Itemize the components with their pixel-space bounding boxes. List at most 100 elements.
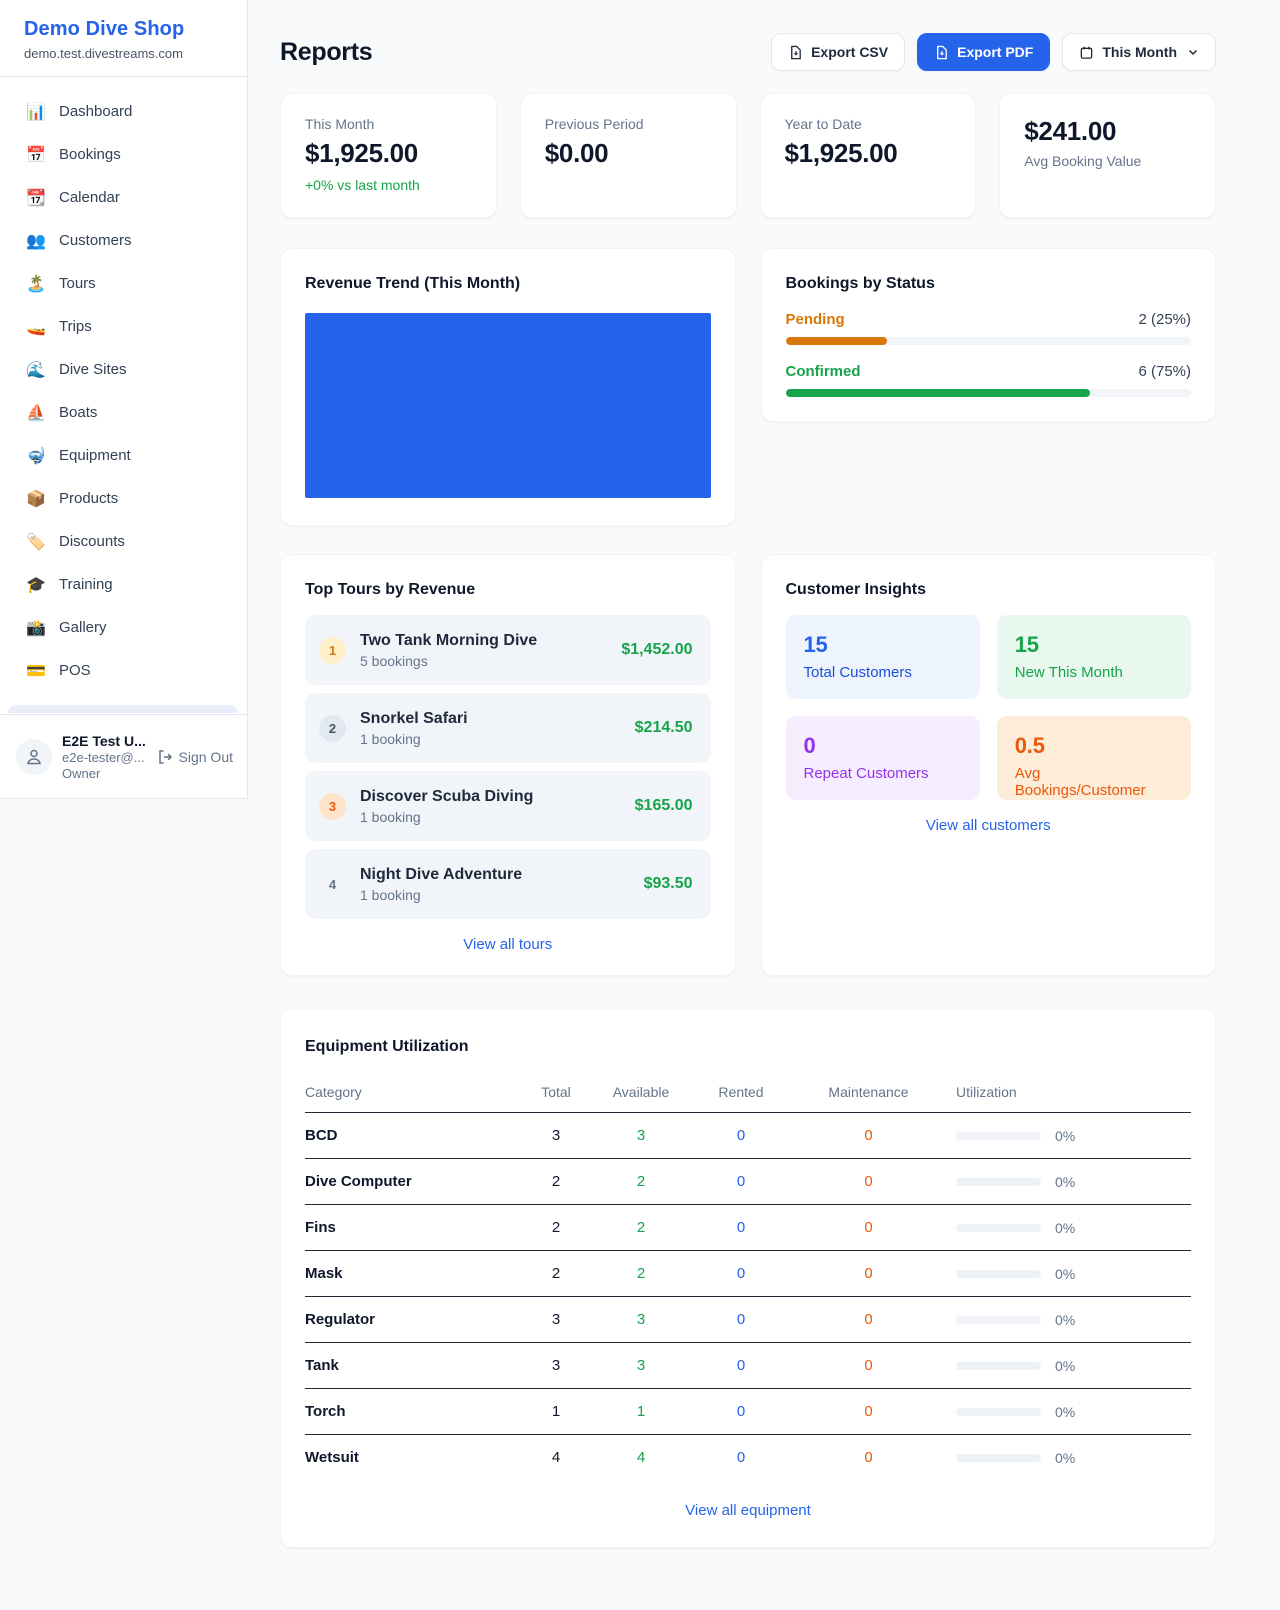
view-all-tours-link[interactable]: View all tours (463, 936, 553, 953)
bookings-by-status-card: Bookings by Status Pending 2 (25%) Confi… (760, 248, 1216, 422)
tile-value: 15 (1014, 632, 1039, 657)
sidebar-nav: 📊 Dashboard 📅 Bookings 📆 Calendar 👥 Customer… (0, 77, 247, 692)
stat-label: Year to Date (784, 116, 862, 132)
cell-maintenance: 0 (791, 1250, 946, 1297)
insights-row: Top Tours by Revenue 1 Two Tank Morning … (280, 554, 1216, 976)
sidebar-item-equipment[interactable]: 🤿 Equipment (0, 434, 247, 477)
cell-available: 1 (591, 1388, 691, 1435)
rank-badge: 4 (328, 876, 337, 892)
sidebar-item-gallery[interactable]: 📸 Gallery (0, 606, 247, 649)
cell-total: 3 (521, 1296, 591, 1343)
gallery-camera-icon: 📸 (26, 617, 46, 637)
utilization-cell: 0% (956, 1450, 1191, 1466)
utilization-bar-track (956, 1269, 1041, 1278)
calendar-icon (1081, 46, 1093, 59)
boats-sailboat-icon: ⛵ (26, 402, 46, 422)
utilization-cell: 0% (956, 1312, 1191, 1328)
sidebar-item-calendar[interactable]: 📆 Calendar (0, 176, 247, 219)
cell-available: 2 (591, 1158, 691, 1205)
sidebar-item-training[interactable]: 🎓 Training (0, 563, 247, 606)
sidebar-item-customers[interactable]: 👥 Customers (0, 219, 247, 262)
logout-icon (158, 749, 172, 764)
tour-revenue: $1,452.00 (621, 641, 693, 658)
utilization-cell: 0% (956, 1404, 1191, 1420)
customers-people-icon: 👥 (26, 230, 46, 250)
sidebar-item-bookings[interactable]: 📅 Bookings (0, 133, 247, 176)
sidebar-item-label: Products (59, 490, 119, 507)
export-pdf-button[interactable]: Export PDF (917, 33, 1051, 71)
cell-rented: 0 (691, 1388, 791, 1435)
tile-value: 15 (803, 632, 828, 657)
tour-list-item: 4 Night Dive Adventure 1 booking $93.50 (305, 849, 711, 919)
sidebar-item-boats[interactable]: ⛵ Boats (0, 391, 247, 434)
cell-available: 3 (591, 1342, 691, 1389)
training-grad-cap-icon: 🎓 (26, 574, 46, 594)
sidebar-item-label: Discounts (59, 533, 125, 550)
table-header-row: Category Total Available Rented Maintena… (305, 1076, 1191, 1113)
equipment-dive-mask-icon: 🤿 (26, 445, 46, 465)
tour-name: Snorkel Safari (360, 709, 468, 727)
utilization-cell: 0% (956, 1174, 1191, 1190)
utilization-cell: 0% (956, 1128, 1191, 1144)
utilization-cell: 0% (956, 1220, 1191, 1236)
sidebar-item-trips[interactable]: 🚤 Trips (0, 305, 247, 348)
sidebar-item-products[interactable]: 📦 Products (0, 477, 247, 520)
stat-value: $241.00 (1024, 116, 1117, 146)
tours-island-icon: 🏝️ (26, 273, 46, 293)
stat-value: $0.00 (544, 138, 609, 168)
discounts-tag-icon: 🏷️ (26, 531, 46, 551)
sidebar-item-dashboard[interactable]: 📊 Dashboard (0, 90, 247, 133)
revenue-trend-chart (305, 313, 711, 498)
cell-rented: 0 (691, 1204, 791, 1251)
sidebar-item-label: Customers (59, 232, 132, 249)
column-header-total: Total (521, 1076, 591, 1113)
tile-label: Avg Bookings/Customer (1014, 765, 1146, 799)
sidebar-item-pos[interactable]: 💳 POS (0, 649, 247, 692)
status-row-pending: Pending 2 (25%) (785, 311, 1191, 345)
sidebar-item-label: Boats (59, 404, 98, 421)
stat-value: $1,925.00 (784, 138, 898, 168)
period-selector-dropdown[interactable]: This Month (1062, 33, 1216, 71)
customer-insights-card: Customer Insights 15 Total Customers 15 … (760, 554, 1216, 976)
sidebar-item-tours[interactable]: 🏝️ Tours (0, 262, 247, 305)
avatar (16, 738, 52, 775)
view-all-customers-link[interactable]: View all customers (925, 817, 1051, 834)
tile-value: 0.5 (1014, 733, 1045, 758)
cell-available: 2 (591, 1250, 691, 1297)
stat-card-previous-period: Previous Period $0.00 (519, 93, 737, 218)
utilization-percent: 0% (1055, 1127, 1076, 1144)
utilization-percent: 0% (1055, 1449, 1076, 1466)
export-pdf-label: Export PDF (957, 44, 1034, 60)
cell-category: Regulator (305, 1296, 521, 1343)
sidebar-item-discounts[interactable]: 🏷️ Discounts (0, 520, 247, 563)
sidebar-item-label: Calendar (59, 189, 120, 206)
column-header-utilization: Utilization (946, 1076, 1191, 1113)
table-row: Regulator 3 3 0 0 0% (305, 1296, 1191, 1343)
table-row: Fins 2 2 0 0 0% (305, 1204, 1191, 1251)
insight-tile-avg-bookings: 0.5 Avg Bookings/Customer (996, 716, 1191, 800)
cell-total: 4 (551, 1449, 561, 1466)
cell-available: 4 (636, 1449, 646, 1466)
tour-list-item: 2 Snorkel Safari 1 booking $214.50 (305, 693, 711, 763)
tour-name: Two Tank Morning Dive (360, 631, 538, 649)
view-all-equipment-link[interactable]: View all equipment (685, 1502, 811, 1519)
tour-bookings: 5 bookings (360, 652, 428, 669)
top-tours-card: Top Tours by Revenue 1 Two Tank Morning … (280, 554, 736, 976)
insight-tiles: 15 Total Customers 15 New This Month 0 R… (785, 615, 1191, 800)
sidebar-header: Demo Dive Shop demo.test.divestreams.com (0, 0, 247, 77)
tour-bookings: 1 booking (360, 808, 421, 825)
file-download-icon (791, 45, 801, 59)
stat-card-this-month: This Month $1,925.00 +0% vs last month (280, 93, 497, 218)
sign-out-button[interactable]: Sign Out (157, 749, 233, 765)
status-bar-fill (785, 337, 887, 345)
cell-category: Torch (305, 1388, 521, 1435)
export-csv-label: Export CSV (811, 44, 889, 60)
sidebar-item-reports-active-partial[interactable] (8, 705, 238, 713)
export-csv-button[interactable]: Export CSV (771, 33, 906, 71)
stat-card-avg-booking-value: $241.00 Avg Booking Value (999, 93, 1216, 218)
period-selector-label: This Month (1102, 44, 1177, 60)
page-title: Reports (280, 37, 373, 66)
utilization-bar-track (956, 1223, 1041, 1232)
sidebar-item-dive-sites[interactable]: 🌊 Dive Sites (0, 348, 247, 391)
file-download-icon (937, 45, 947, 59)
